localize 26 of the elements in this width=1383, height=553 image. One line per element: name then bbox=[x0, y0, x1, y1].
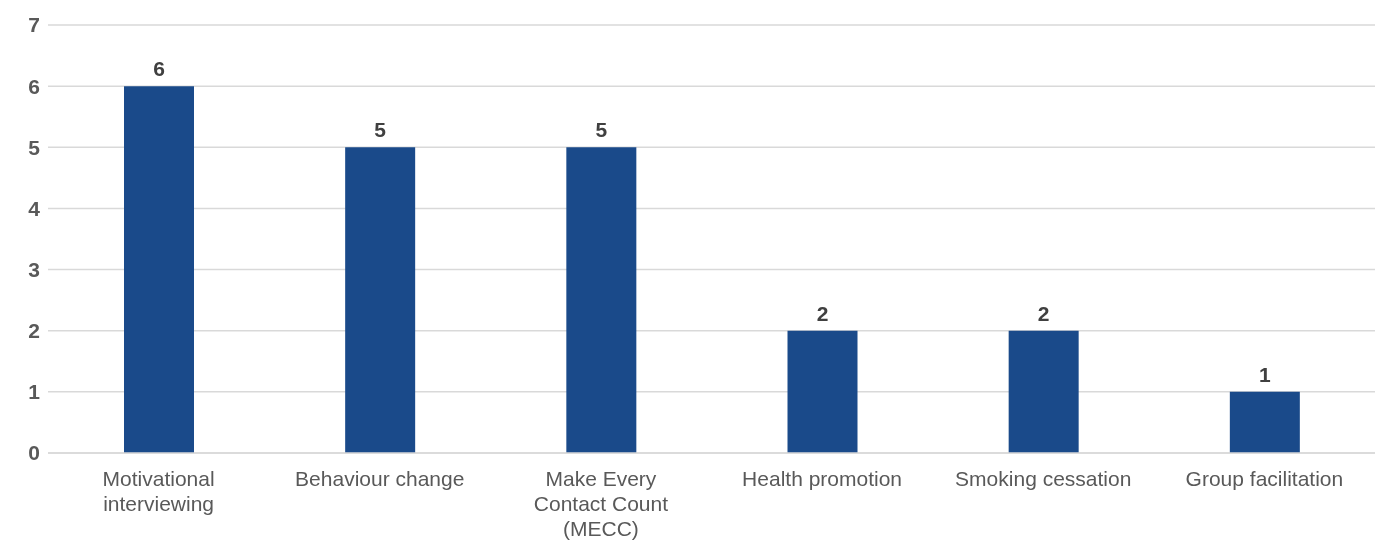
bar bbox=[124, 86, 194, 453]
data-label: 2 bbox=[816, 301, 829, 325]
y-tick-label: 6 bbox=[28, 74, 40, 98]
y-tick-label: 0 bbox=[28, 441, 40, 465]
x-tick-label: Motivational interviewing bbox=[102, 466, 215, 516]
bar bbox=[566, 147, 637, 453]
y-tick-label: 4 bbox=[28, 196, 41, 220]
data-label: 5 bbox=[595, 118, 608, 142]
y-tick-label: 1 bbox=[28, 380, 41, 404]
data-label: 1 bbox=[1258, 362, 1271, 386]
data-label: 6 bbox=[153, 57, 165, 81]
x-tick-label: Group facilitation bbox=[1185, 466, 1344, 490]
data-label: 2 bbox=[1037, 301, 1050, 325]
y-tick-label: 2 bbox=[28, 319, 40, 343]
x-tick-label: Health promotion bbox=[742, 466, 903, 490]
y-tick-label: 7 bbox=[28, 13, 40, 37]
bar bbox=[345, 147, 416, 453]
y-tick-label: 3 bbox=[28, 258, 40, 282]
x-tick-label: Smoking cessation bbox=[955, 466, 1132, 490]
bar bbox=[1008, 330, 1079, 453]
y-tick-label: 5 bbox=[28, 135, 41, 159]
bar bbox=[787, 330, 858, 453]
data-label: 5 bbox=[374, 118, 387, 142]
bar bbox=[1229, 391, 1300, 453]
x-tick-label: Behaviour change bbox=[295, 466, 465, 490]
x-tick-label: Make Every Contact Count (MECC) bbox=[533, 466, 669, 541]
